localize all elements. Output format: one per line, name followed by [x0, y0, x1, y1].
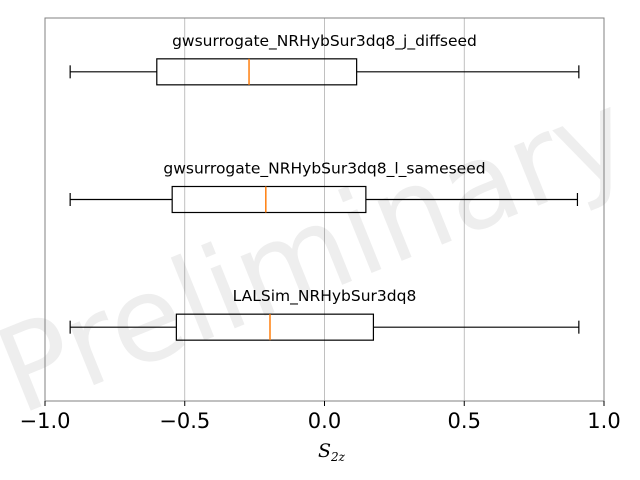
series-label: gwsurrogate_NRHybSur3dq8_j_diffseed [172, 32, 477, 51]
series-group: gwsurrogate_NRHybSur3dq8_j_diffseedgwsur… [69, 32, 580, 341]
x-tick-label: 1.0 [587, 409, 620, 433]
x-tick-label: 0.5 [448, 409, 481, 433]
x-axis: −1.0 −0.5 0.0 0.5 1.0 [20, 401, 621, 433]
x-axis-label: S2z [318, 440, 346, 464]
box-series: gwsurrogate_NRHybSur3dq8_j_diffseed [69, 32, 580, 86]
series-label: gwsurrogate_NRHybSur3dq8_l_sameseed [163, 160, 485, 179]
series-label: LALSim_NRHybSur3dq8 [233, 287, 417, 306]
x-axis-label-main: S [318, 440, 331, 462]
grid-lines [184, 18, 465, 401]
iqr-box [156, 58, 358, 86]
iqr-box [175, 313, 375, 341]
x-tick-label: 0.0 [308, 409, 341, 433]
box-series: gwsurrogate_NRHybSur3dq8_l_sameseed [69, 160, 579, 214]
x-tick-label: −0.5 [159, 409, 210, 433]
iqr-box [171, 185, 367, 214]
box-series: LALSim_NRHybSur3dq8 [69, 287, 580, 341]
x-axis-label-sub: 2z [330, 450, 346, 464]
x-tick-label: −1.0 [20, 409, 71, 433]
watermark-text: Preliminary [0, 63, 640, 441]
